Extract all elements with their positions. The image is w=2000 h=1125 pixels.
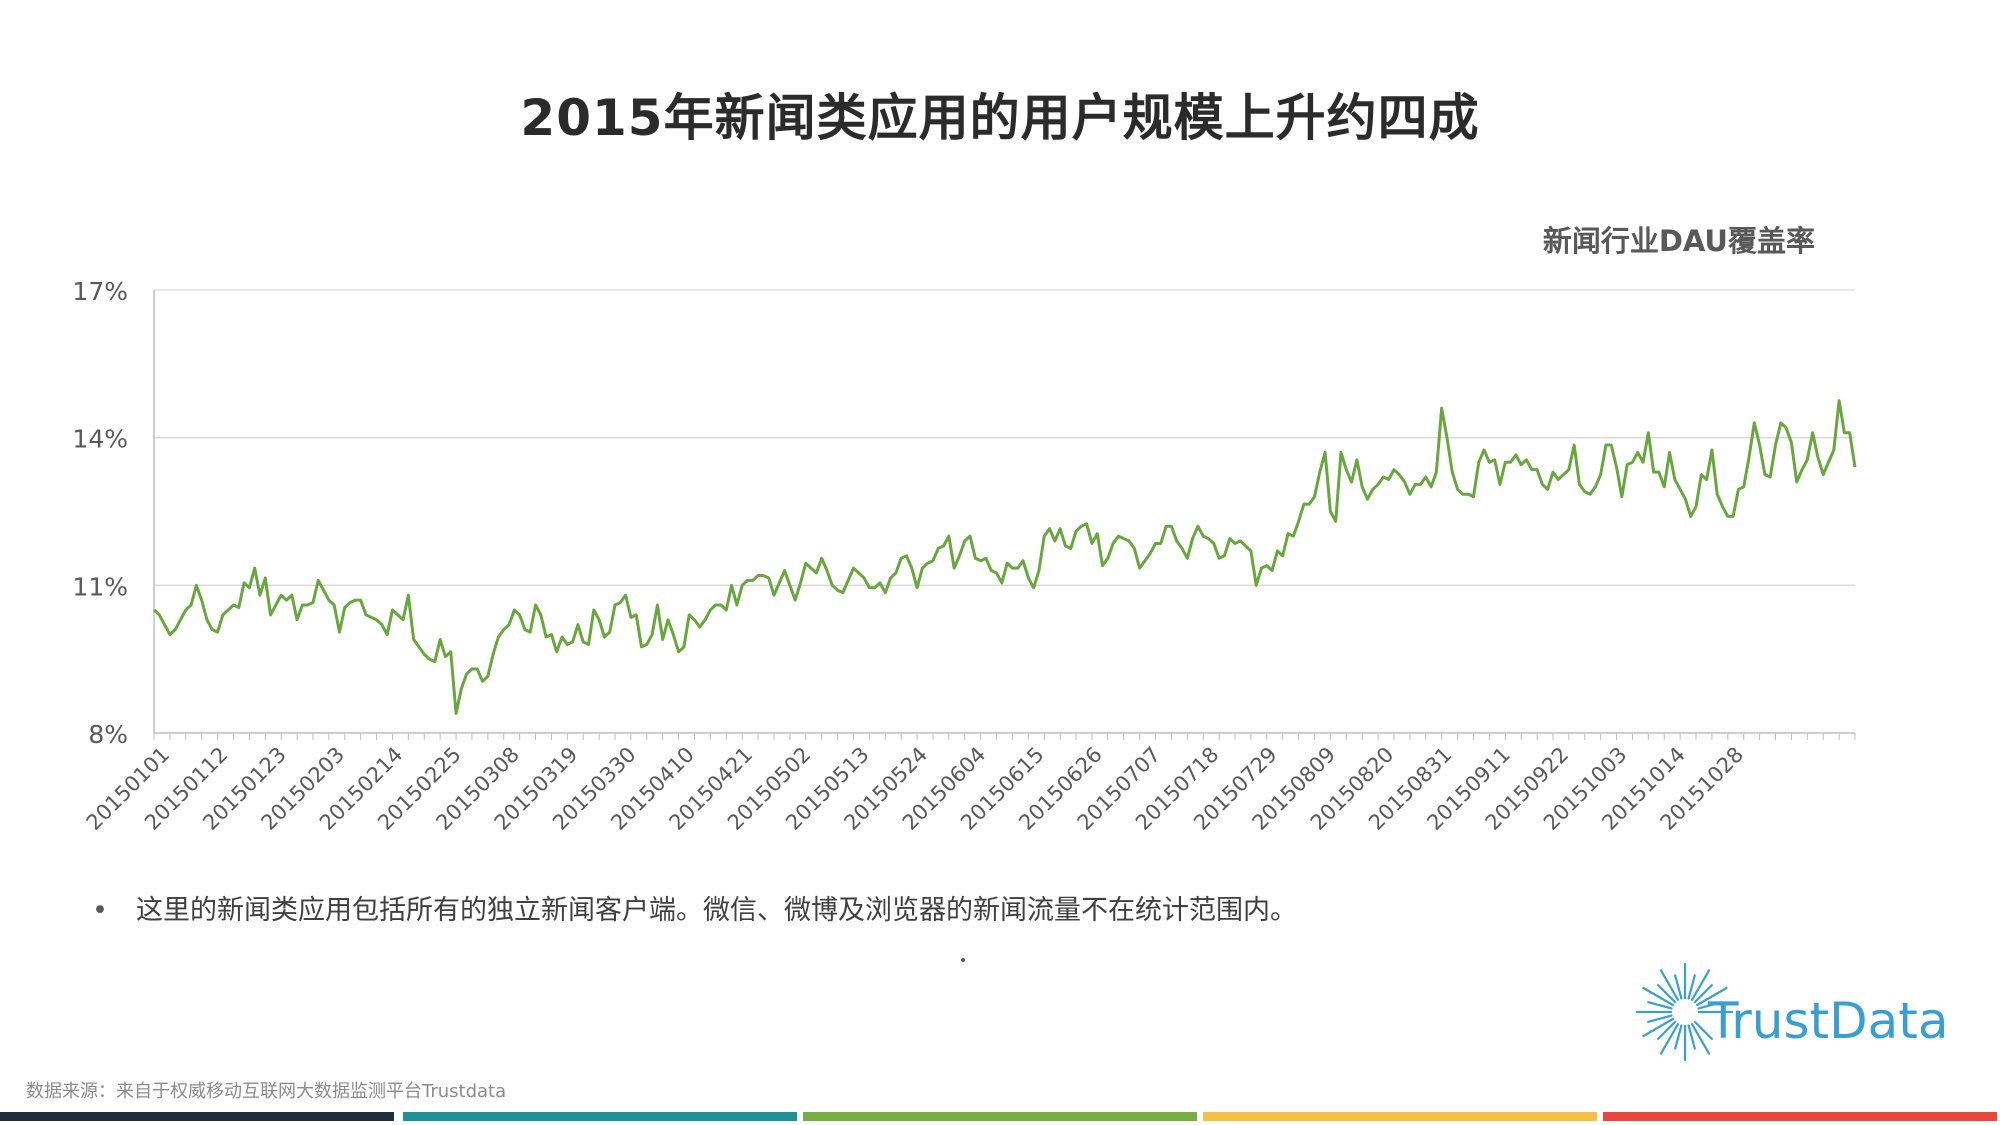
footer-color-bar <box>1203 1112 1597 1121</box>
footer-color-bar <box>0 1112 394 1121</box>
y-tick-label: 17% <box>72 277 128 306</box>
sunburst-ray <box>1659 1023 1680 1055</box>
grid-layer <box>154 289 1855 586</box>
series-layer <box>152 399 1857 715</box>
stray-dot <box>961 958 965 962</box>
series-line-dau-coverage <box>152 399 1857 715</box>
sunburst-ray <box>1687 1024 1696 1050</box>
sunburst-ray <box>1642 986 1674 1007</box>
sunburst-ray <box>1693 1020 1713 1040</box>
page-title: 2015年新闻类应用的用户规模上升约四成 <box>520 89 1480 147</box>
footer-color-bar <box>403 1112 797 1121</box>
y-tick-label: 14% <box>72 425 128 454</box>
sunburst-ray <box>1659 969 1680 1001</box>
sunburst-ray <box>1657 1020 1677 1040</box>
sunburst-ray <box>1696 986 1728 1007</box>
sunburst-ray <box>1690 1023 1711 1055</box>
sunburst-ray <box>1674 1024 1683 1050</box>
logo-text: TrustData <box>1708 992 1949 1050</box>
sunburst-ray <box>1674 974 1683 1000</box>
y-tick-label: 11% <box>72 572 128 601</box>
tick-label-layer: 8%11%14%17%20150101201501122015012320150… <box>72 277 1748 835</box>
axis-layer <box>153 290 1856 740</box>
sunburst-ray <box>1690 969 1711 1001</box>
y-tick-label: 8% <box>88 720 128 749</box>
data-source: 数据来源：来自于权威移动互联网大数据监测平台Trustdata <box>26 1081 507 1102</box>
footer-color-bar <box>803 1112 1197 1121</box>
footnote-text: 这里的新闻类应用包括所有的独立新闻客户端。微信、微博及浏览器的新闻流量不在统计范… <box>136 895 1297 926</box>
bullet-marker: • <box>92 895 108 926</box>
sunburst-ray <box>1697 1001 1723 1010</box>
sunburst-ray <box>1647 1001 1673 1010</box>
sunburst-ray <box>1642 1017 1674 1038</box>
chart-title: 新闻行业DAU覆盖率 <box>1542 224 1815 258</box>
footer-color-bars <box>0 1112 2000 1121</box>
sunburst-ray <box>1687 974 1696 1000</box>
footer-color-bar <box>1603 1112 1997 1121</box>
sunburst-ray <box>1657 984 1677 1004</box>
footnote: • 这里的新闻类应用包括所有的独立新闻客户端。微信、微博及浏览器的新闻流量不在统计… <box>92 888 1297 927</box>
sunburst-ray <box>1693 984 1713 1004</box>
sunburst-ray <box>1647 1014 1673 1023</box>
sunburst-icon <box>1635 962 1733 1062</box>
trustdata-logo: TrustData <box>1633 962 1953 1062</box>
